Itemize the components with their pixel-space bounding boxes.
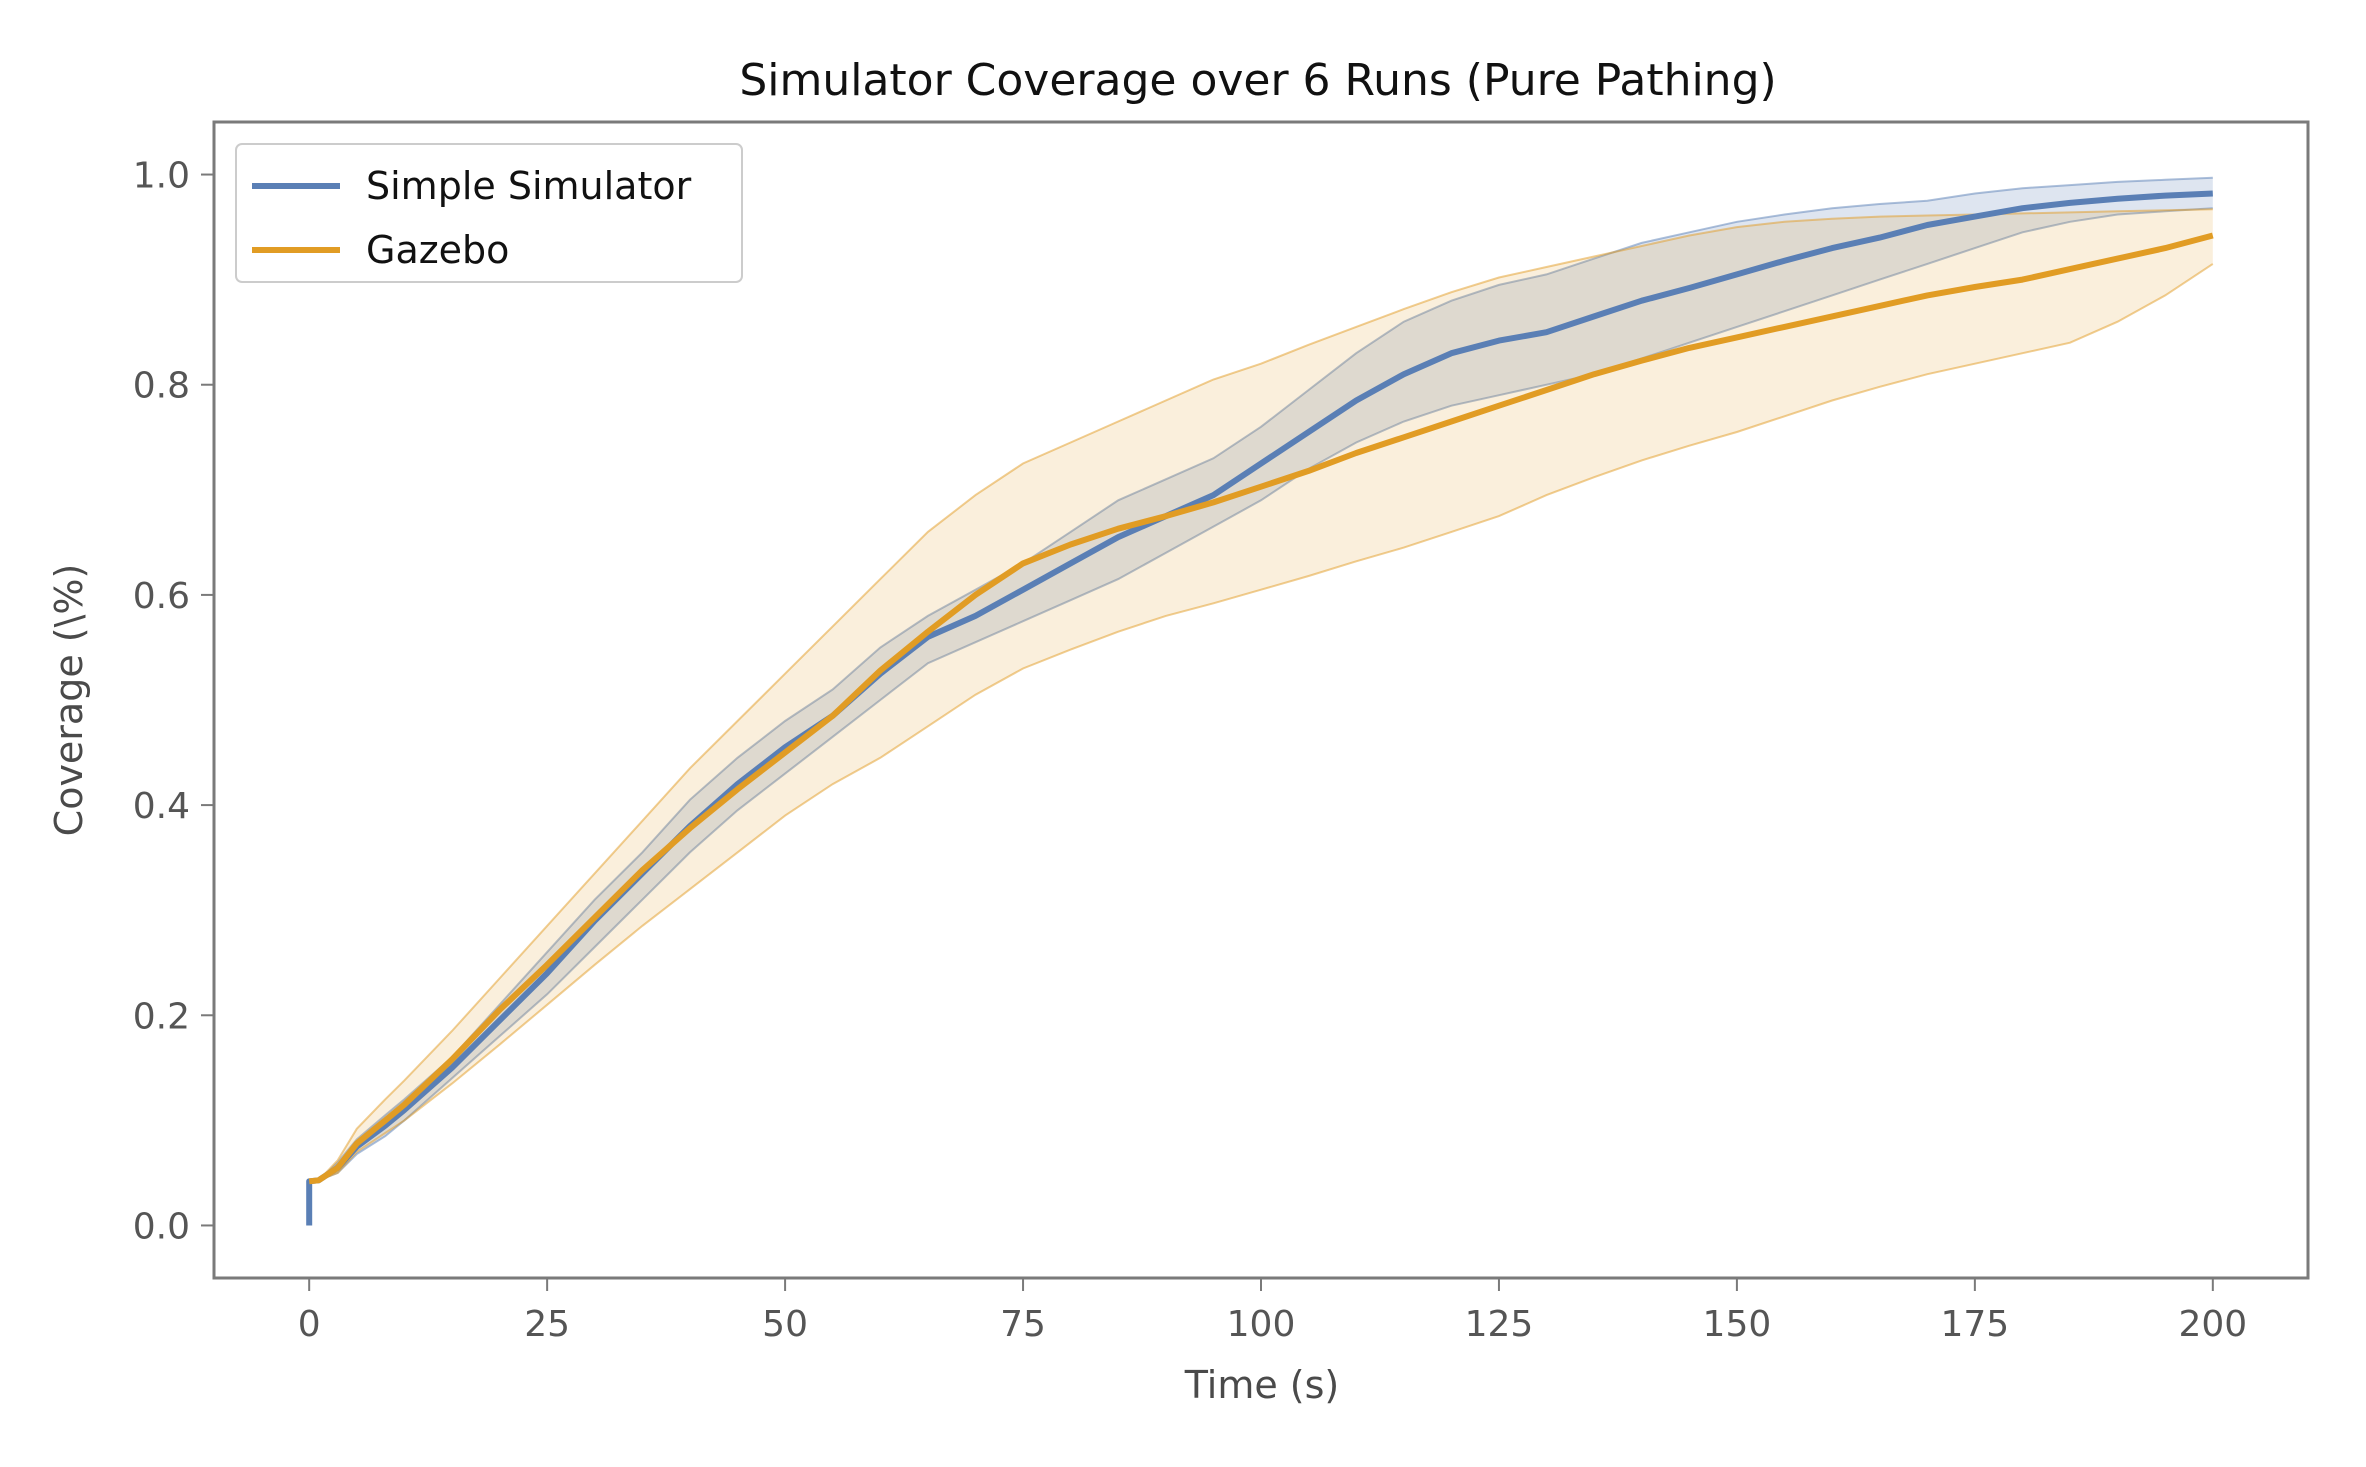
series-line-1 bbox=[308, 232, 2214, 1185]
series-band-1 bbox=[309, 209, 2213, 1182]
x-axis-label: Time (s) bbox=[1184, 1363, 1340, 1407]
y-tick-label: 1.0 bbox=[133, 156, 190, 197]
plot-area bbox=[306, 176, 2214, 1226]
x-tick-label: 200 bbox=[2178, 1304, 2247, 1345]
series-band-upper-1 bbox=[309, 208, 2213, 1183]
legend-box bbox=[235, 143, 743, 283]
x-axis: 0 25 50 75 100 125 150 175 200 bbox=[298, 1278, 2247, 1345]
y-axis-label: Coverage (\%) bbox=[47, 564, 91, 837]
x-tick-label: 0 bbox=[298, 1304, 321, 1345]
x-tick-label: 25 bbox=[524, 1304, 570, 1345]
x-tick-label: 125 bbox=[1465, 1304, 1534, 1345]
legend-label-1: Gazebo bbox=[366, 228, 509, 272]
x-tick-label: 100 bbox=[1227, 1304, 1296, 1345]
legend-label-0: Simple Simulator bbox=[366, 164, 692, 208]
x-tick-label: 75 bbox=[1000, 1304, 1046, 1345]
chart-title: Simulator Coverage over 6 Runs (Pure Pat… bbox=[739, 55, 1776, 106]
y-axis: 0.0 0.2 0.4 0.6 0.8 1.0 bbox=[133, 156, 214, 1247]
series-band-lower-0 bbox=[308, 207, 2213, 1226]
series-band-lower-1 bbox=[309, 263, 2214, 1183]
legend: Simple Simulator Gazebo bbox=[235, 143, 743, 283]
y-tick-label: 0.0 bbox=[133, 1206, 190, 1247]
x-tick-label: 50 bbox=[762, 1304, 808, 1345]
y-tick-label: 0.8 bbox=[133, 366, 190, 407]
y-tick-label: 0.6 bbox=[133, 576, 190, 617]
x-tick-label: 150 bbox=[1703, 1304, 1772, 1345]
x-tick-label: 175 bbox=[1941, 1304, 2010, 1345]
y-tick-label: 0.4 bbox=[133, 786, 190, 827]
y-tick-label: 0.2 bbox=[133, 996, 190, 1037]
